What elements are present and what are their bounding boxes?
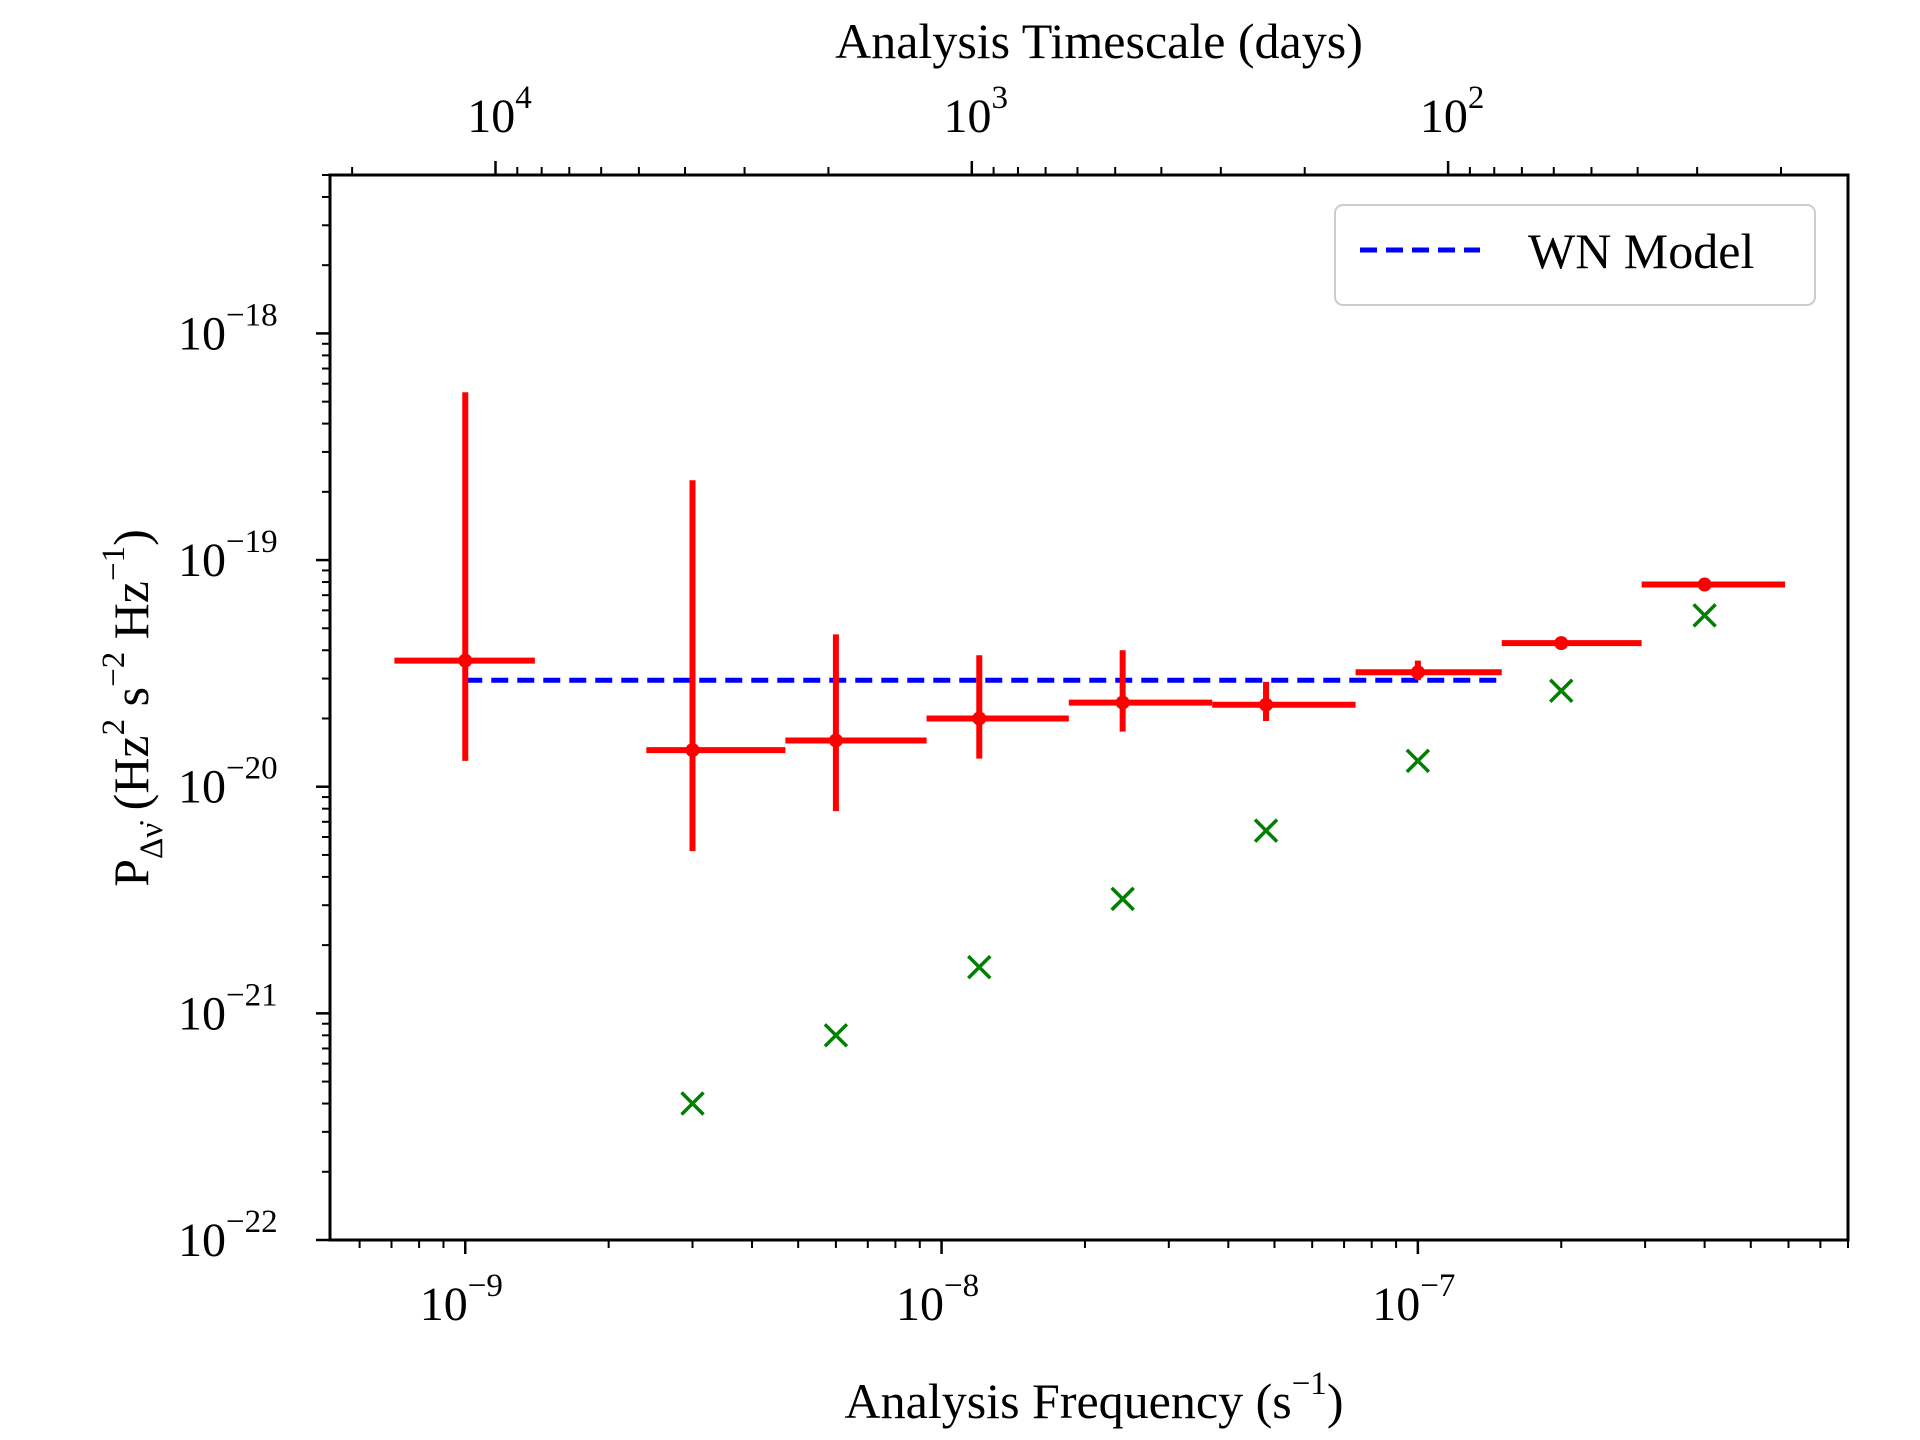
power-marker xyxy=(458,653,473,668)
sensitivity-marker-stroke xyxy=(1405,748,1431,774)
plot-frame xyxy=(328,173,1850,1242)
y-tick-label: 10−18 xyxy=(178,297,278,360)
power-point xyxy=(926,655,1069,759)
sensitivity-marker xyxy=(1110,886,1135,912)
sensitivity-marker-stroke xyxy=(680,1091,705,1116)
sensitivity-marker-stroke xyxy=(823,1023,849,1048)
top-tick-label: 102 xyxy=(1420,80,1485,143)
x-axis-title: Analysis Frequency (s−1) xyxy=(845,1366,1344,1429)
power-point xyxy=(394,392,535,761)
sensitivity-marker xyxy=(1692,603,1717,628)
top-axis-title: Analysis Timescale (days) xyxy=(835,13,1363,69)
power-point xyxy=(1641,577,1786,592)
y-tick-label: 10−20 xyxy=(178,751,278,814)
data-layer xyxy=(394,392,1786,1116)
sensitivity-marker xyxy=(967,954,992,980)
power-point xyxy=(646,480,786,852)
power-marker xyxy=(972,711,987,726)
power-point xyxy=(1068,650,1213,732)
power-marker xyxy=(1410,665,1425,680)
legend: WN Model xyxy=(1334,204,1816,306)
top-tick-label: 104 xyxy=(467,80,532,143)
x-tick-label: 10−7 xyxy=(1372,1268,1455,1331)
power-marker xyxy=(1115,695,1130,710)
y-tick-label: 10−19 xyxy=(178,524,278,587)
power-marker xyxy=(1259,697,1274,712)
sensitivity-marker xyxy=(823,1023,849,1048)
legend-wn-model-label: WN Model xyxy=(1528,223,1754,279)
power-marker xyxy=(685,743,700,758)
x-tick-label: 10−9 xyxy=(420,1268,503,1331)
power-marker xyxy=(828,733,843,748)
sensitivity-marker-stroke xyxy=(1110,886,1135,912)
sensitivity-marker xyxy=(1549,678,1574,704)
axes-layer: 10−9 10−8 10−7 10−22 10−21 10−20 10−19 10−18 104… xyxy=(96,13,1850,1429)
sensitivity-marker xyxy=(680,1091,705,1116)
power-point xyxy=(1355,660,1502,681)
x-tick-label: 10−8 xyxy=(896,1268,979,1331)
power-point xyxy=(785,634,927,812)
y-tick-label: 10−22 xyxy=(178,1204,278,1267)
sensitivity-marker-stroke xyxy=(1692,603,1717,628)
sensitivity-marker xyxy=(1253,818,1279,843)
sensitivity-marker xyxy=(1405,748,1431,774)
y-tick-label: 10−21 xyxy=(178,977,278,1040)
power-marker xyxy=(1554,636,1569,651)
sensitivity-marker-stroke xyxy=(1253,818,1279,843)
power-point xyxy=(1501,636,1642,651)
power-point xyxy=(1212,681,1356,721)
sensitivity-marker-stroke xyxy=(967,954,992,980)
top-tick-label: 103 xyxy=(944,80,1009,143)
y-axis-title: PΔν̇ (Hz2 s−2 Hz−1) xyxy=(96,529,170,887)
power-marker xyxy=(1697,577,1712,592)
legend-box xyxy=(1334,204,1816,306)
sensitivity-marker-stroke xyxy=(1549,678,1574,704)
